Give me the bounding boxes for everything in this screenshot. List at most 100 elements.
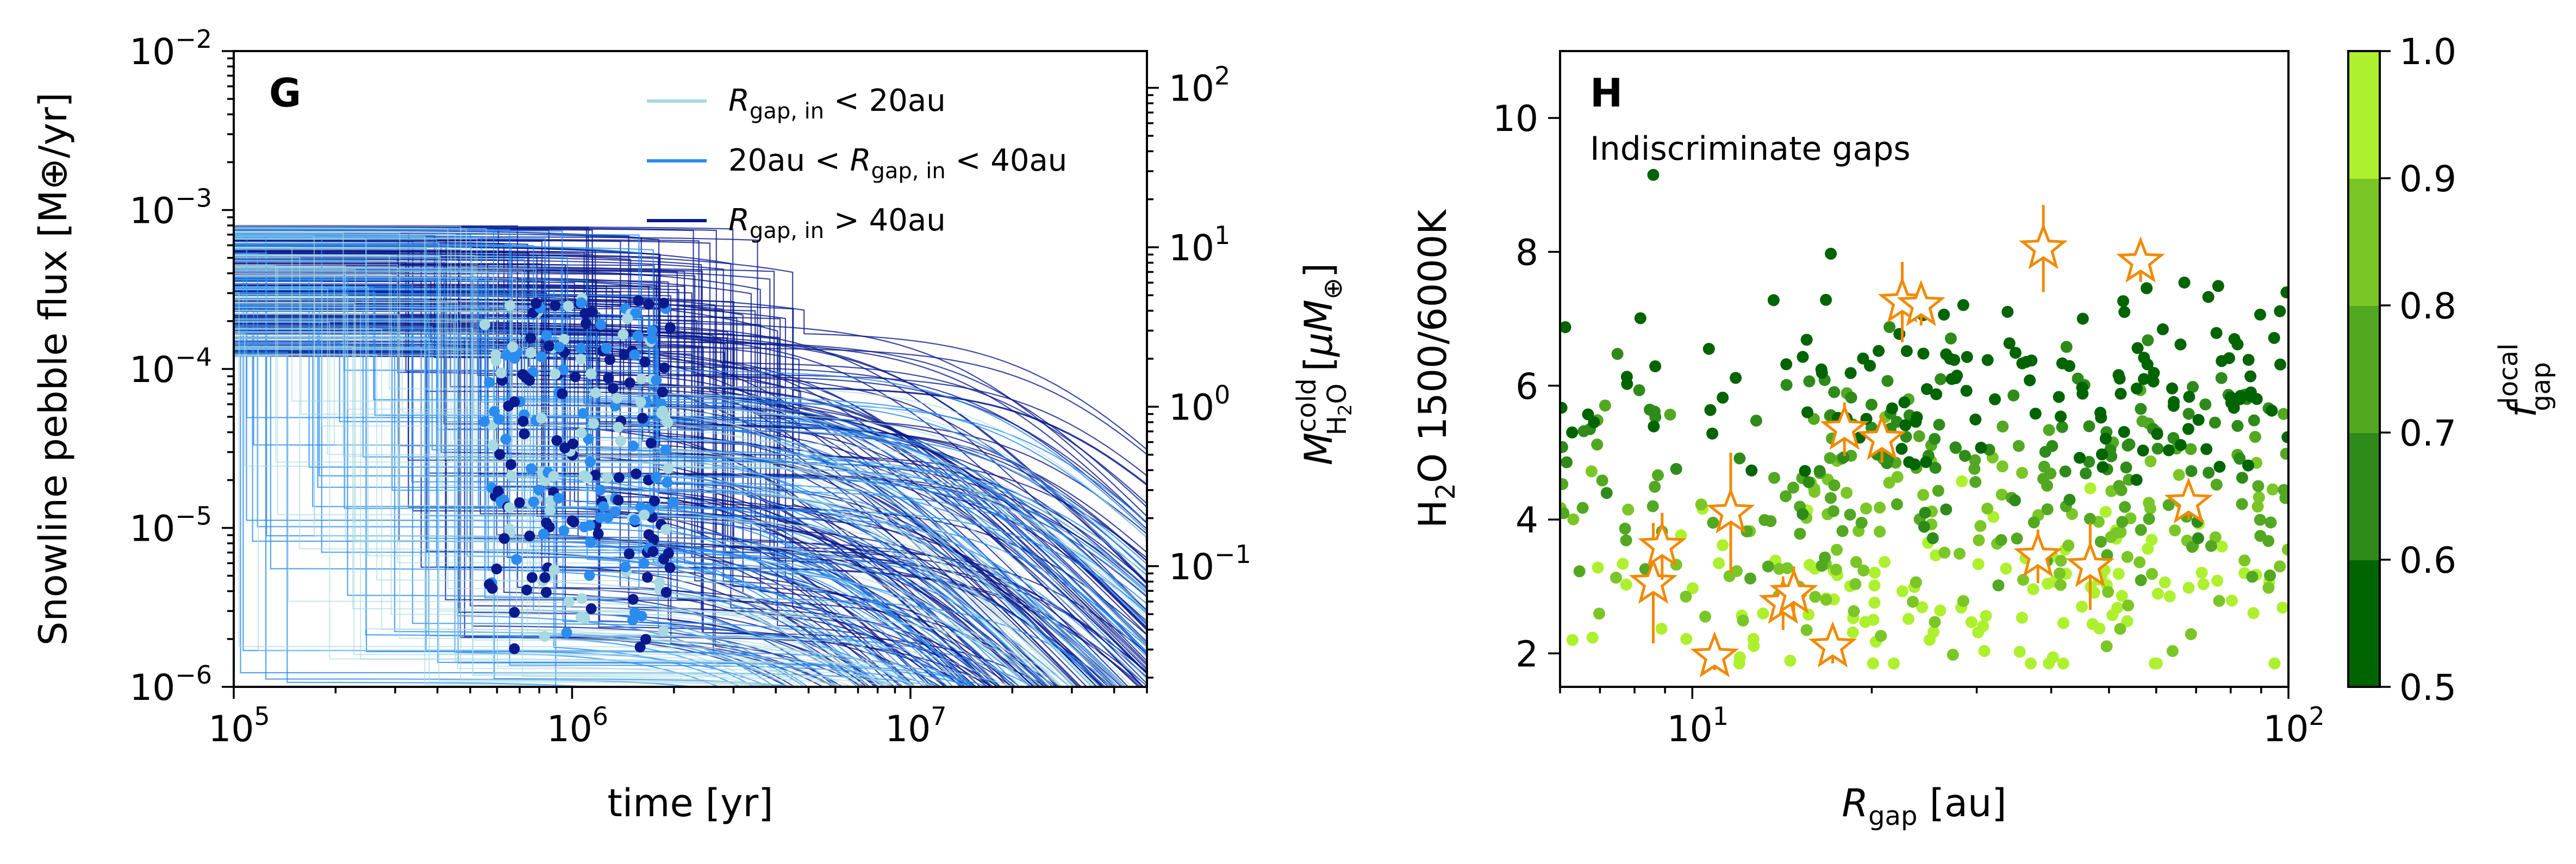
h-point [2117, 295, 2129, 308]
g-track-line [234, 338, 1147, 646]
h-obs-star [1820, 403, 1869, 450]
h-point [2054, 579, 2067, 591]
h-point [2076, 312, 2089, 325]
g-marker [570, 371, 581, 383]
g-track-line [234, 254, 1133, 687]
h-point [2231, 420, 2244, 432]
h-point [2094, 406, 2106, 419]
g-track-line [234, 302, 935, 687]
h-point [2029, 408, 2042, 420]
panel-g: 105 106 107 10−6 10−5 10−4 10−3 10−2 10−1 100 101 1… [31, 24, 1356, 825]
h-point [2009, 494, 2021, 506]
h-point [1920, 456, 1932, 468]
g-ytick-label: 10−4 [129, 342, 212, 391]
h-point [1599, 399, 1611, 412]
h-point [1938, 547, 1951, 559]
h-obs-star [1769, 567, 1818, 614]
h-point [1757, 608, 1769, 619]
g-marker [585, 537, 596, 548]
g-marker [663, 463, 674, 474]
h-point [1989, 393, 2001, 405]
h-point [1762, 560, 1774, 573]
h-point [1956, 475, 1968, 487]
h-point [1974, 520, 1987, 532]
h-point [1883, 477, 1895, 489]
g-marker [490, 355, 502, 367]
h-point [1560, 478, 1569, 490]
h-point [1680, 590, 1692, 603]
h-point [1781, 562, 1793, 574]
h-point [1797, 508, 1809, 520]
h-point [1918, 521, 1930, 533]
g-marker [602, 512, 614, 523]
h-ytick-label: 8 [1515, 231, 1538, 273]
colorbar-segment [2348, 433, 2380, 560]
g-marker [525, 333, 537, 344]
h-point [2121, 550, 2134, 563]
g-track-line [234, 248, 975, 687]
g-track-line [234, 310, 879, 687]
g-marker [563, 300, 574, 312]
h-point [1934, 604, 1947, 617]
g-legend-label-2: 20au < Rgap, in < 40au [728, 143, 1067, 184]
g-marker [536, 412, 547, 424]
g-marker [660, 587, 672, 598]
h-obs-star [1857, 414, 1906, 460]
h-point [2252, 480, 2265, 492]
g-marker [658, 553, 670, 565]
g-xlabel: time [yr] [607, 781, 773, 825]
h-point [2053, 391, 2065, 403]
g-marker [494, 449, 506, 460]
g-marker [664, 562, 676, 573]
h-point [2197, 578, 2210, 591]
g-marker [576, 297, 587, 309]
h-point [1917, 347, 1930, 360]
g-legend-label-1: Rgap, in < 20au [728, 83, 946, 124]
h-point [2145, 568, 2158, 580]
h-point [1859, 616, 1872, 628]
g-ylabel-right: McoldH2O [μM⊕] [1292, 263, 1356, 466]
h-point [2203, 466, 2215, 479]
h-point [1767, 294, 1780, 306]
g-track-line [234, 355, 942, 687]
g-marker [603, 372, 614, 384]
g-xtick-label: 107 [885, 702, 946, 750]
g-track-line [234, 287, 1125, 687]
g-marker [504, 300, 516, 311]
h-point [2145, 534, 2158, 546]
h-point [1820, 293, 1832, 306]
h-point [1573, 565, 1586, 578]
g-flux-tracks [234, 225, 1147, 687]
h-point [1874, 525, 1886, 538]
h-point [2076, 381, 2088, 394]
g-track-line [234, 306, 1147, 571]
h-point [1957, 595, 1969, 608]
h-ytick-label: 10 [1493, 98, 1538, 140]
h-point [2278, 408, 2288, 420]
h-point [2100, 640, 2113, 653]
g-marker [651, 374, 662, 386]
g-marker [559, 442, 571, 454]
h-point [2102, 586, 2115, 598]
h-point [2043, 657, 2055, 669]
h-point [2166, 382, 2178, 395]
h-point [1883, 321, 1896, 333]
g-marker [607, 383, 619, 394]
g-marker [629, 515, 640, 525]
g-marker [595, 512, 606, 523]
h-point [2118, 425, 2130, 438]
h-point [2210, 327, 2223, 339]
g-track-line [234, 242, 1063, 687]
h-point [1820, 593, 1832, 606]
g-marker [504, 523, 515, 534]
g-track-line [234, 337, 1055, 687]
g-track-line [234, 226, 810, 687]
h-point [1920, 383, 1933, 395]
h-point [1888, 657, 1900, 669]
g-track-line [234, 231, 892, 687]
h-point [1794, 528, 1806, 540]
h-point [2264, 569, 2276, 581]
g-xtick-label: 106 [547, 702, 608, 750]
h-point [1961, 350, 1973, 363]
h-point [2093, 622, 2106, 635]
